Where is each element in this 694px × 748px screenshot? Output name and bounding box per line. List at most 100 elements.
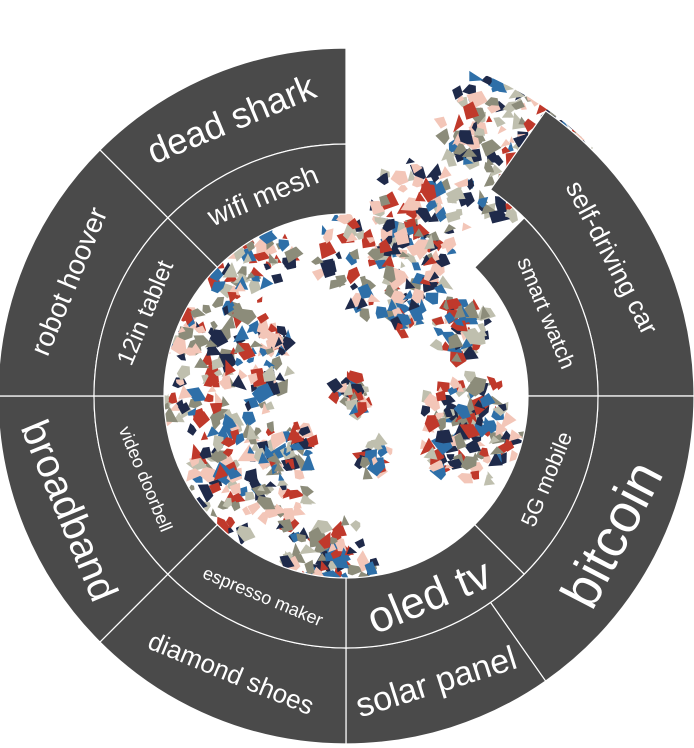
mosaic-shard [429,339,443,351]
mosaic-shard [281,431,292,443]
mosaic-shard [262,365,277,382]
mosaic-shard [346,186,356,197]
mosaic-shard [287,424,301,441]
mosaic-shard [236,525,256,542]
mosaic-shard [371,456,378,466]
mosaic-shard [400,261,406,269]
mosaic-shard [477,323,487,334]
mosaic-shard [461,327,484,345]
mosaic-shard [435,390,447,402]
mosaic-shard [355,229,364,240]
mosaic-shard [212,434,224,453]
mosaic-shard [497,125,507,135]
mosaic-shard [393,313,412,327]
mosaic-shard [379,191,399,211]
mosaic-shard [462,222,472,232]
mosaic-shard [548,91,570,111]
mosaic-shard [176,365,191,381]
mosaic-shard [235,282,246,292]
mosaic-shard [213,369,223,377]
mosaic-shard [457,130,474,145]
mosaic-shard [210,281,226,294]
mosaic-shard [164,393,169,403]
mosaic-shard [260,276,274,290]
mosaic-shard [318,531,331,549]
mosaic-shard [282,462,293,471]
mosaic-shard [184,311,193,326]
inner-segment-12in-tablet[interactable] [93,216,219,397]
mosaic-shard [210,415,221,431]
mosaic-shard [501,146,511,155]
mosaic-shard [342,381,354,397]
mosaic-shard [425,163,442,179]
mosaic-shard [536,68,555,84]
mosaic-shard [311,268,325,281]
mosaic-shard [489,446,505,455]
mosaic-shard [413,228,424,237]
mosaic-shard [282,488,297,497]
mosaic-shard [445,156,457,167]
mosaic-shard [461,147,478,158]
mosaic-shard [429,271,440,282]
mosaic-shard [404,252,416,260]
mosaic-shard [273,462,285,472]
mosaic-shard [250,368,267,388]
mosaic-shard [221,484,230,494]
mosaic-shard [420,405,430,417]
mosaic-shard [546,64,555,72]
mosaic-shard [354,538,365,549]
mosaic-shard [416,314,425,325]
mosaic-shard [187,343,203,355]
mosaic-shard [453,303,466,319]
mosaic-shard [379,239,393,254]
mosaic-shard [244,468,258,482]
mosaic-shard [435,253,451,268]
mosaic-shard [520,75,539,88]
mosaic-shard [251,251,271,262]
mosaic-shard [443,236,457,254]
mosaic-shard [462,84,476,96]
mosaic-shard [209,450,227,463]
mosaic-shard [452,189,466,200]
mosaic-shard [232,308,257,325]
mosaic-shard [335,251,342,259]
mosaic-shard [453,143,467,155]
mosaic-shard [434,180,447,199]
mosaic-shard [204,393,214,403]
mosaic-shard [220,437,236,448]
mosaic-shard [346,370,364,384]
mosaic-shard [407,169,416,182]
mosaic-shard [294,470,305,480]
mosaic-shard [495,380,503,391]
mosaic-shard [221,315,236,330]
mosaic-shard [493,117,506,128]
mosaic-shard [438,166,452,180]
mosaic-shard [209,329,229,348]
inner-segment-wifi-mesh[interactable] [166,143,347,269]
mosaic-shard [577,106,588,113]
mosaic-shard [459,335,478,350]
mosaic-shard [218,375,232,390]
mosaic-shard [356,296,368,310]
mosaic-shard [405,226,415,236]
mosaic-shard [505,209,514,218]
mosaic-shard [242,253,252,264]
mosaic-shard [245,491,255,502]
mosaic-shard [482,455,492,464]
mosaic-shard [248,277,261,295]
mosaic-shard [209,402,223,415]
wheel-segments [0,47,694,745]
mosaic-shard [296,533,306,543]
mosaic-shard [430,173,440,183]
mosaic-shard [424,415,440,433]
mosaic-shard [435,206,448,223]
mosaic-shard [546,92,561,105]
mosaic-shard [395,322,403,331]
mosaic-shard [491,56,505,74]
mosaic-shard [435,429,454,444]
mosaic-shard [450,320,468,332]
mosaic-shard [443,405,454,418]
mosaic-shard [187,407,197,416]
mosaic-shard [395,302,411,316]
mosaic-shard [233,325,249,343]
